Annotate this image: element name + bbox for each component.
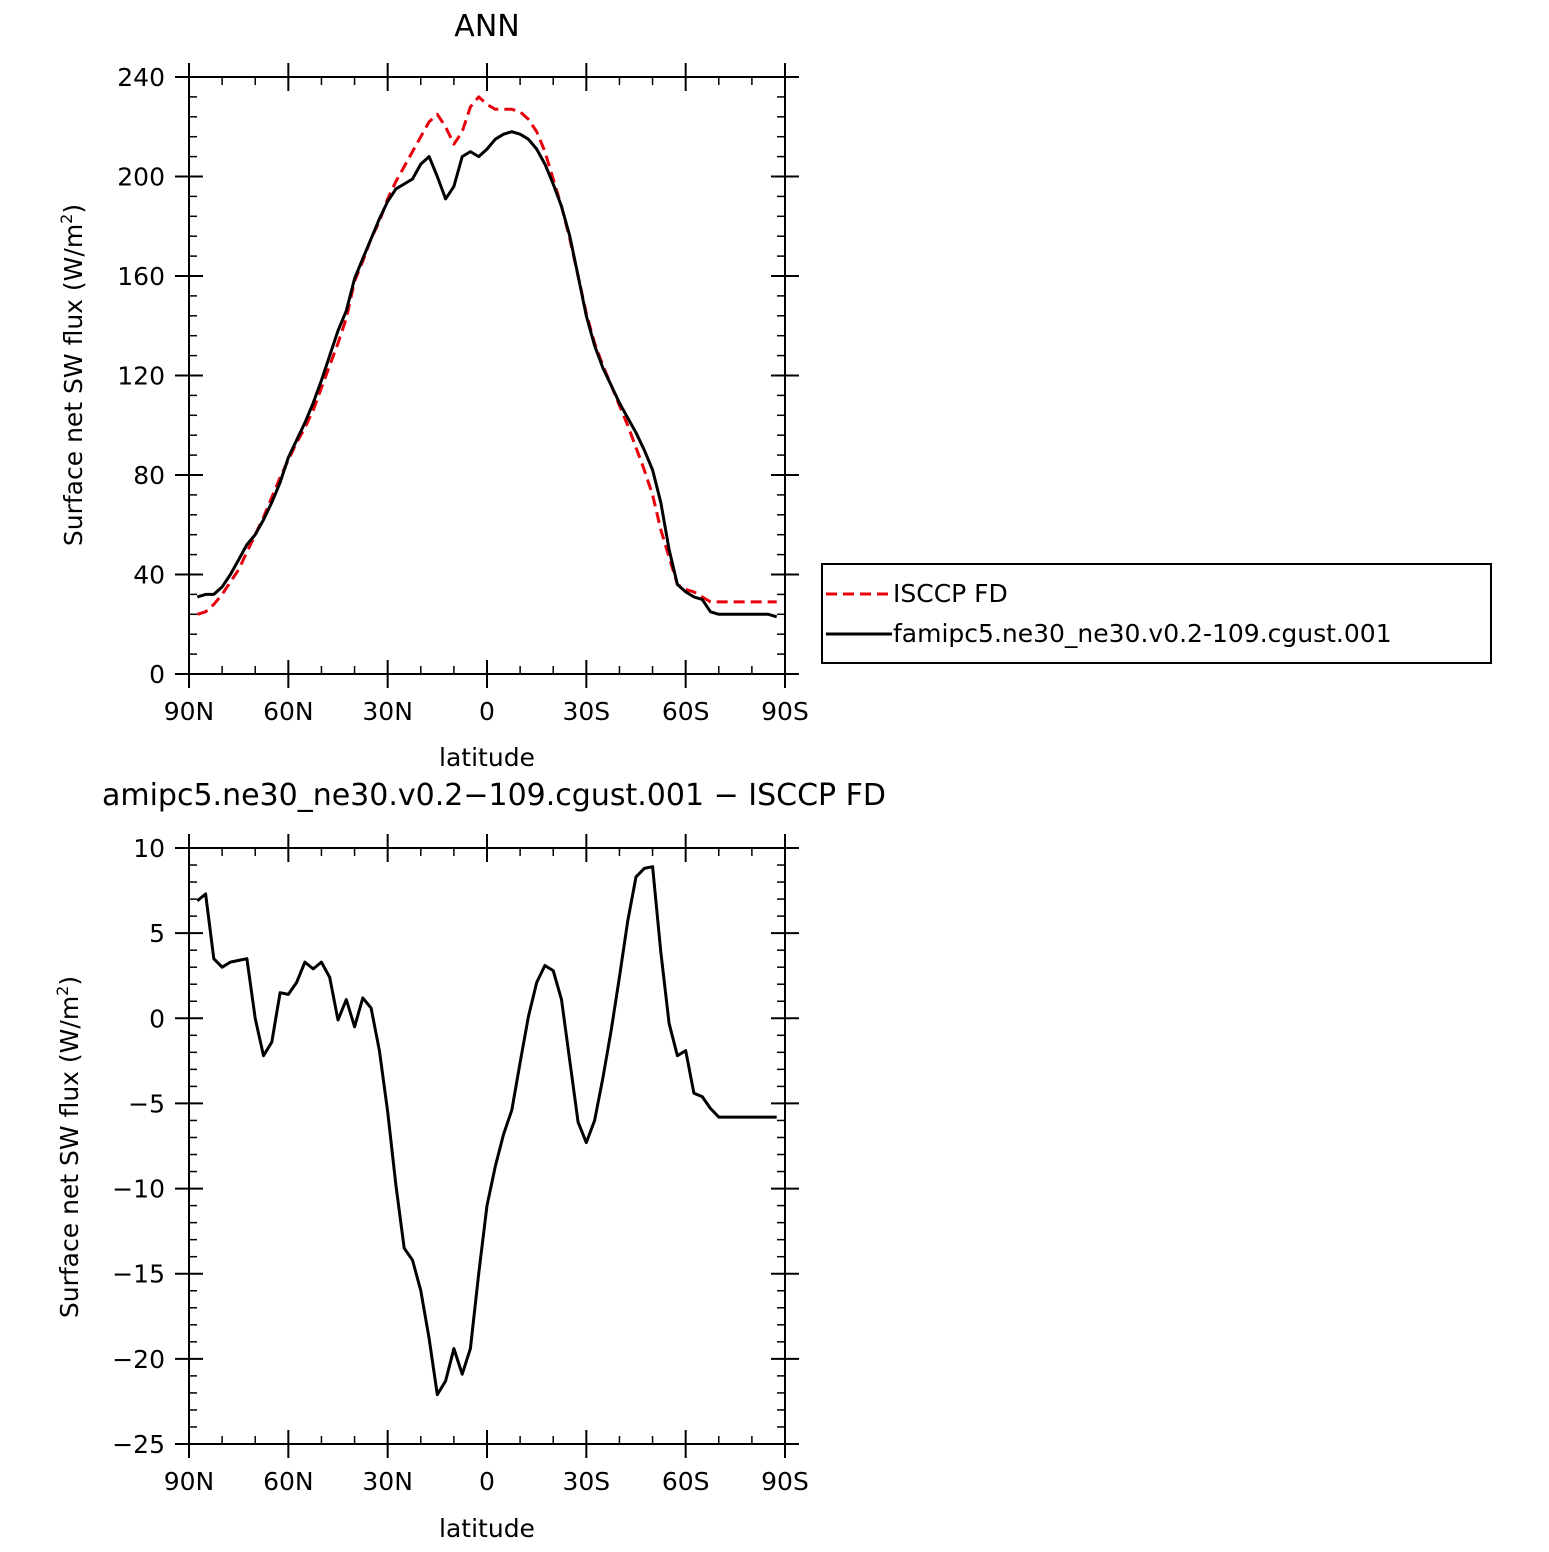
legend-label-isccp: ISCCP FD — [893, 579, 1008, 608]
p1-x-tick-label: 30S — [562, 697, 610, 726]
p1-y-tick-label: 0 — [149, 660, 165, 689]
top-y-axis-label: Surface net SW flux (W/m2) — [57, 204, 88, 546]
p2-y-tick-label: −10 — [112, 1175, 165, 1204]
top-y-axis-label-main: Surface net SW flux (W/m — [59, 224, 88, 546]
top-y-axis-label-end: ) — [59, 204, 88, 214]
bottom-y-tick-labels: 10 5 0 −5 −10 −15 −20 −25 — [112, 834, 165, 1459]
p1-x-tick-label: 30N — [362, 697, 413, 726]
p1-y-tick-label: 200 — [117, 163, 165, 192]
bottom-chart-title: amipc5.ne30_ne30.v0.2−109.cgust.001 − IS… — [102, 778, 886, 813]
p2-y-tick-label: −25 — [112, 1430, 165, 1459]
p2-x-tick-label: 90N — [164, 1467, 215, 1496]
p2-y-tick-label: −15 — [112, 1260, 165, 1289]
p2-y-tick-label: −5 — [128, 1089, 165, 1118]
top-x-tick-labels: 90N 60N 30N 0 30S 60S 90S — [164, 697, 809, 726]
bottom-x-axis-label: latitude — [439, 1514, 535, 1543]
bottom-x-tick-labels: 90N 60N 30N 0 30S 60S 90S — [164, 1467, 809, 1496]
p1-x-tick-label: 0 — [479, 697, 495, 726]
p1-y-tick-label: 40 — [133, 561, 165, 590]
p2-x-tick-label: 60N — [263, 1467, 314, 1496]
p2-x-tick-label: 0 — [479, 1467, 495, 1496]
bottom-axis-ticks — [175, 834, 799, 1458]
p2-x-tick-label: 30N — [362, 1467, 413, 1496]
p2-y-tick-label: −20 — [112, 1345, 165, 1374]
top-plot-frame — [188, 76, 786, 675]
p2-y-tick-label: 5 — [149, 919, 165, 948]
legend: ISCCP FD famipc5.ne30_ne30.v0.2-109.cgus… — [821, 563, 1492, 664]
bottom-y-axis-label-main: Surface net SW flux (W/m — [55, 996, 84, 1318]
p2-y-tick-label: 0 — [149, 1004, 165, 1033]
p2-x-tick-label: 90S — [761, 1467, 809, 1496]
bottom-y-axis-label: Surface net SW flux (W/m2) — [53, 976, 84, 1318]
bottom-series-layer — [196, 865, 777, 1397]
p1-x-tick-label: 60N — [263, 697, 314, 726]
p1-y-tick-label: 240 — [117, 63, 165, 92]
bottom-y-axis-label-end: ) — [55, 976, 84, 986]
p2-series-line-0 — [196, 865, 777, 1397]
bottom-plot-frame — [188, 847, 786, 1445]
p1-x-tick-label: 60S — [662, 697, 710, 726]
top-y-axis-label-sup: 2 — [57, 214, 76, 224]
top-x-axis-label: latitude — [439, 743, 535, 772]
p1-series-line-1 — [196, 130, 778, 619]
top-axis-ticks — [175, 63, 799, 688]
p1-y-tick-label: 160 — [117, 262, 165, 291]
bottom-panel: amipc5.ne30_ne30.v0.2−109.cgust.001 − IS… — [53, 778, 886, 1543]
p2-x-tick-label: 60S — [662, 1467, 710, 1496]
p2-y-tick-label: 10 — [133, 834, 165, 863]
top-chart-title: ANN — [454, 9, 519, 44]
p1-y-tick-label: 80 — [133, 461, 165, 490]
p1-x-tick-label: 90S — [761, 697, 809, 726]
top-y-tick-labels: 0 40 80 120 160 200 240 — [117, 63, 165, 689]
legend-box — [821, 563, 1492, 664]
top-series-layer — [196, 95, 778, 619]
legend-label-model: famipc5.ne30_ne30.v0.2-109.cgust.001 — [893, 619, 1392, 648]
p2-x-tick-label: 30S — [562, 1467, 610, 1496]
p1-y-tick-label: 120 — [117, 362, 165, 391]
bottom-y-axis-label-sup: 2 — [53, 986, 72, 996]
p1-x-tick-label: 90N — [164, 697, 215, 726]
p1-series-line-0 — [196, 95, 777, 616]
